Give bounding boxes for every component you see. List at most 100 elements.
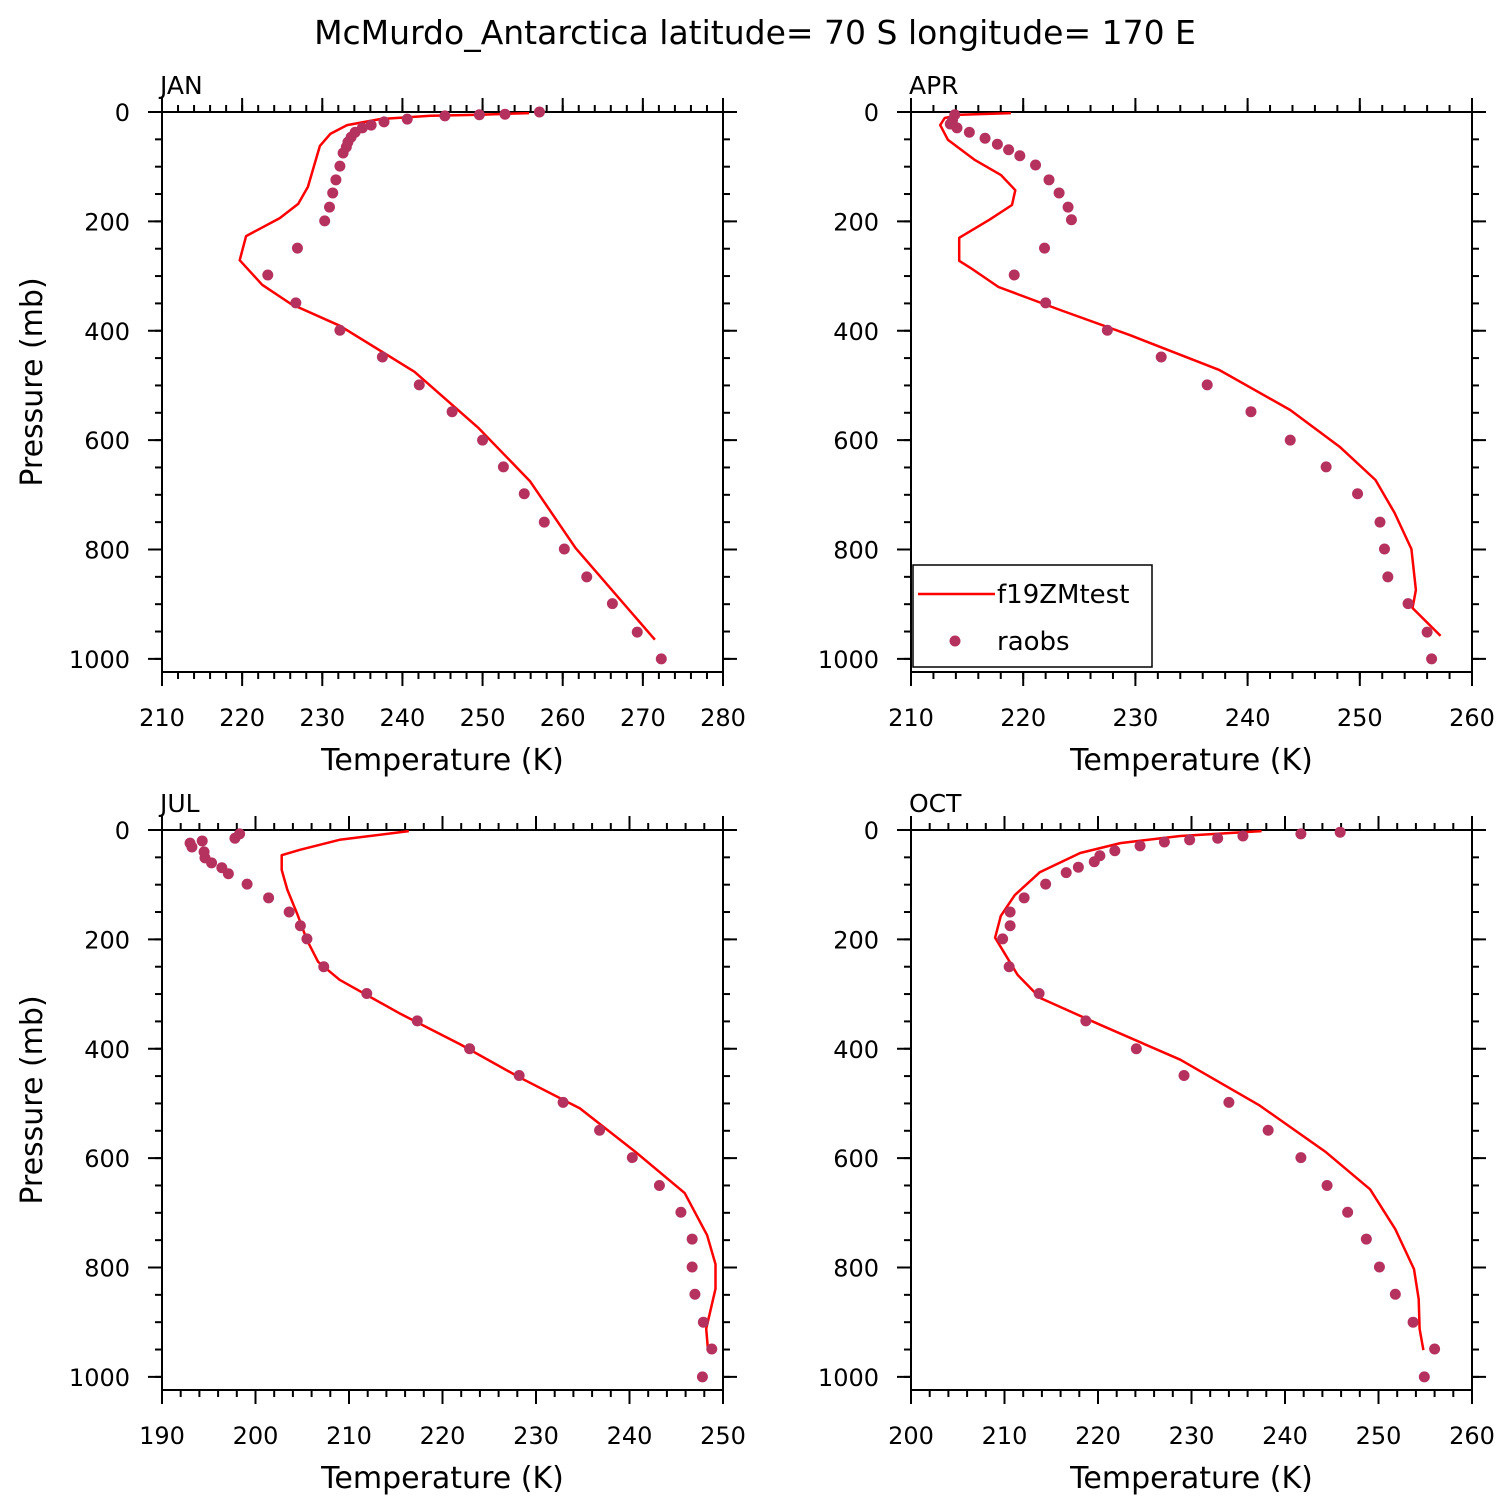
x-tick-label: 240 bbox=[380, 704, 426, 732]
x-axis-label: Temperature (K) bbox=[1069, 1461, 1313, 1496]
panel-title: JUL bbox=[158, 789, 200, 818]
obs-point bbox=[1334, 826, 1346, 838]
y-tick-label: 400 bbox=[84, 318, 130, 346]
y-tick-label: 0 bbox=[864, 817, 879, 845]
y-tick-label: 1000 bbox=[69, 646, 130, 674]
y-tick-label: 0 bbox=[115, 817, 130, 845]
obs-point bbox=[499, 108, 511, 120]
obs-point bbox=[594, 1124, 606, 1136]
obs-point bbox=[1426, 653, 1438, 665]
y-tick-label: 0 bbox=[864, 99, 879, 127]
x-axis-label: Temperature (K) bbox=[1069, 743, 1313, 778]
obs-point bbox=[1043, 174, 1055, 186]
obs-point bbox=[1101, 324, 1113, 336]
obs-point bbox=[963, 126, 975, 138]
obs-point bbox=[323, 201, 335, 213]
y-tick-label: 200 bbox=[833, 208, 879, 236]
obs-point bbox=[557, 1096, 569, 1108]
obs-point bbox=[365, 119, 377, 131]
x-tick-label: 220 bbox=[219, 704, 265, 732]
obs-point bbox=[1295, 828, 1307, 840]
obs-point bbox=[1262, 1124, 1274, 1136]
x-tick-label: 230 bbox=[1112, 704, 1158, 732]
y-tick-label: 400 bbox=[84, 1036, 130, 1064]
obs-point bbox=[997, 933, 1009, 945]
obs-point bbox=[1295, 1152, 1307, 1164]
obs-point bbox=[991, 138, 1003, 150]
obs-point bbox=[1360, 1233, 1372, 1245]
x-tick-label: 190 bbox=[139, 1422, 185, 1450]
obs-point bbox=[696, 1371, 708, 1383]
obs-point bbox=[241, 878, 253, 890]
obs-point bbox=[446, 406, 458, 418]
obs-point bbox=[334, 160, 346, 172]
panel-title: OCT bbox=[909, 789, 962, 818]
obs-point bbox=[1212, 832, 1224, 844]
x-tick-label: 220 bbox=[1075, 1422, 1121, 1450]
obs-point bbox=[1389, 1288, 1401, 1300]
plot-frame bbox=[910, 829, 1473, 1391]
obs-point bbox=[337, 147, 349, 159]
x-tick-label: 200 bbox=[888, 1422, 934, 1450]
x-axis-label: Temperature (K) bbox=[320, 743, 564, 778]
x-tick-label: 250 bbox=[1356, 1422, 1402, 1450]
obs-point bbox=[196, 835, 208, 847]
obs-point bbox=[464, 1043, 476, 1055]
y-tick-label: 800 bbox=[833, 1255, 879, 1283]
legend-box bbox=[912, 564, 1153, 668]
y-tick-label: 600 bbox=[833, 1145, 879, 1173]
y-tick-label: 200 bbox=[833, 926, 879, 954]
obs-point bbox=[697, 1316, 709, 1328]
obs-point bbox=[1320, 461, 1332, 473]
y-tick-label: 1000 bbox=[818, 646, 879, 674]
obs-point bbox=[1184, 834, 1196, 846]
obs-point bbox=[1201, 379, 1213, 391]
x-tick-label: 210 bbox=[982, 1422, 1028, 1450]
obs-point bbox=[301, 933, 313, 945]
obs-point bbox=[1088, 856, 1100, 868]
obs-point bbox=[1030, 159, 1042, 171]
legend-label: f19ZMtest bbox=[997, 580, 1129, 610]
obs-point bbox=[518, 488, 530, 500]
obs-point bbox=[538, 516, 550, 528]
obs-point bbox=[1033, 988, 1045, 1000]
obs-point bbox=[689, 1288, 701, 1300]
y-tick-label: 1000 bbox=[818, 1364, 879, 1392]
x-tick-label: 220 bbox=[420, 1422, 466, 1450]
panel-title: JAN bbox=[158, 71, 203, 100]
y-tick-label: 800 bbox=[84, 1255, 130, 1283]
obs-point bbox=[401, 113, 413, 125]
obs-point bbox=[558, 543, 570, 555]
x-tick-label: 210 bbox=[139, 704, 185, 732]
x-tick-label: 240 bbox=[1262, 1422, 1308, 1450]
y-tick-label: 600 bbox=[84, 1145, 130, 1173]
y-tick-label: 600 bbox=[833, 427, 879, 455]
obs-point bbox=[1080, 1015, 1092, 1027]
obs-point bbox=[1053, 187, 1065, 199]
obs-point bbox=[1421, 626, 1433, 638]
panel: APR 210 220 230 240 250 260 0 200 400 600 800 1000 Te… bbox=[818, 71, 1495, 778]
x-tick-label: 240 bbox=[607, 1422, 653, 1450]
obs-point bbox=[263, 892, 275, 904]
obs-point bbox=[186, 841, 198, 853]
x-tick-label: 250 bbox=[460, 704, 506, 732]
obs-point bbox=[1402, 598, 1414, 610]
x-tick-label: 250 bbox=[700, 1422, 746, 1450]
obs-point bbox=[334, 324, 346, 336]
obs-point bbox=[513, 1070, 525, 1082]
obs-point bbox=[686, 1261, 698, 1273]
obs-point bbox=[1321, 1179, 1333, 1191]
obs-point bbox=[294, 920, 306, 932]
obs-point bbox=[951, 122, 963, 134]
obs-point bbox=[1237, 830, 1249, 842]
obs-point bbox=[1008, 269, 1020, 281]
x-tick-label: 260 bbox=[540, 704, 586, 732]
y-tick-label: 400 bbox=[833, 318, 879, 346]
x-tick-label: 220 bbox=[1000, 704, 1046, 732]
plot-frame bbox=[161, 111, 724, 673]
obs-point bbox=[1003, 961, 1015, 973]
obs-point bbox=[206, 857, 218, 869]
obs-point bbox=[291, 242, 303, 254]
obs-point bbox=[473, 109, 485, 121]
